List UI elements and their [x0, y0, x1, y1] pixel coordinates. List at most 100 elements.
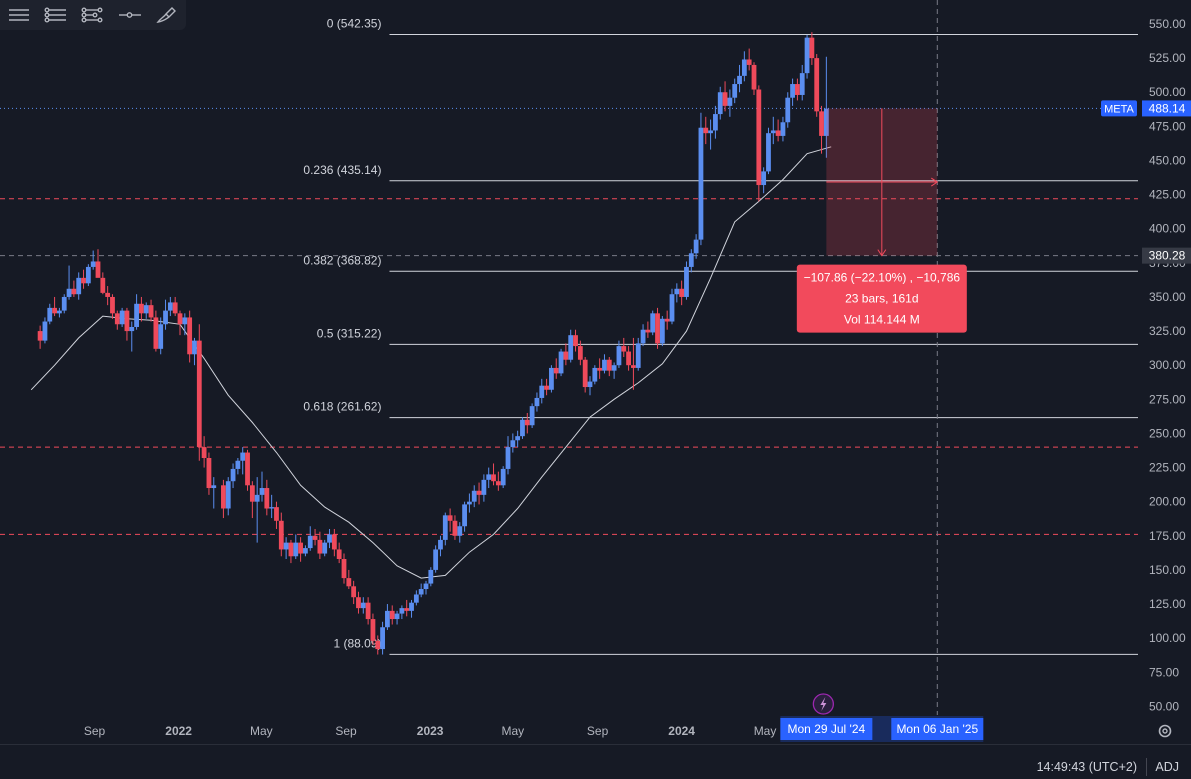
- candle-body: [230, 468, 236, 482]
- candle-body: [549, 367, 554, 390]
- candle-body: [785, 97, 791, 123]
- adjust-toggle[interactable]: ADJ: [1155, 760, 1179, 774]
- candle-body: [129, 326, 135, 332]
- candle-body: [52, 307, 57, 314]
- candle-body: [71, 288, 77, 295]
- candle-body: [327, 534, 332, 543]
- candle-body: [505, 447, 511, 469]
- candle-body: [148, 305, 154, 318]
- candle-body: [312, 535, 318, 540]
- candle-body: [597, 367, 603, 371]
- candle-body: [240, 452, 246, 461]
- candle-body: [727, 97, 733, 106]
- month-tick-label: May: [501, 724, 524, 738]
- multi-line-icon[interactable]: [37, 0, 74, 30]
- candle-body: [283, 542, 289, 550]
- candle-body: [254, 494, 260, 502]
- candle-body: [380, 627, 385, 650]
- price-tick-label: 275.00: [1149, 392, 1186, 406]
- last-price-badge: [1142, 100, 1191, 117]
- measurement-label-line: −107.86 (−22.10%) , −10,786: [804, 271, 961, 285]
- candle-body: [389, 610, 395, 620]
- candle-body: [110, 296, 115, 314]
- drawing-lines-icon[interactable]: [0, 0, 37, 30]
- fib-level-label: 0.236 (435.14): [303, 163, 381, 177]
- candle-body: [795, 84, 800, 95]
- candle-body: [307, 535, 313, 549]
- candle-body: [42, 321, 48, 341]
- candle-body: [573, 335, 578, 347]
- candle-body: [370, 619, 376, 641]
- candle-body: [66, 288, 72, 297]
- node-lines-icon[interactable]: [74, 0, 111, 30]
- candle-body: [433, 549, 439, 570]
- candle-body: [737, 75, 742, 85]
- lightning-icon: [812, 693, 835, 715]
- candle-body: [544, 385, 549, 390]
- candle-body: [192, 340, 197, 355]
- candle-body: [684, 266, 689, 297]
- gear-ring: [1158, 724, 1172, 738]
- candle-body: [679, 288, 685, 297]
- month-tick-label: Sep: [84, 724, 106, 738]
- candle-body: [766, 133, 771, 172]
- candle-body: [659, 318, 665, 344]
- candle-body: [278, 520, 284, 550]
- candle-body: [713, 114, 718, 131]
- candle-body: [819, 111, 824, 136]
- candle-body: [428, 569, 434, 584]
- clock-label[interactable]: 14:49:43 (UTC+2): [1036, 760, 1137, 774]
- price-tick-label: 350.00: [1149, 290, 1186, 304]
- candle-body: [153, 317, 159, 349]
- year-tick-label: 2024: [668, 724, 695, 738]
- candle-body: [471, 490, 477, 502]
- brush-icon[interactable]: [148, 0, 185, 30]
- candle-body: [274, 507, 279, 521]
- candle-body: [520, 419, 525, 437]
- candle-body: [259, 488, 265, 495]
- candle-body: [269, 507, 275, 509]
- settings-gear-icon[interactable]: [1158, 724, 1172, 738]
- candle-body: [524, 419, 530, 426]
- candle-body: [457, 526, 463, 536]
- candle-body: [187, 317, 193, 355]
- candle-body: [264, 488, 270, 509]
- price-tick-label: 175.00: [1149, 529, 1186, 543]
- candle-body: [182, 317, 188, 325]
- price-tick-label: 475.00: [1149, 119, 1186, 133]
- candle-body: [635, 343, 641, 368]
- candle-body: [298, 542, 303, 554]
- candle-body: [360, 602, 366, 609]
- candle-body: [510, 440, 516, 448]
- candle-body: [799, 73, 805, 95]
- candle-body: [703, 127, 709, 134]
- candle-body: [741, 59, 747, 76]
- candle-body: [356, 597, 361, 609]
- candle-body: [452, 520, 458, 536]
- candle-body: [563, 351, 569, 360]
- candle-body: [76, 277, 82, 295]
- candle-body: [602, 359, 607, 371]
- candle-body: [698, 127, 704, 240]
- candle-body: [235, 460, 241, 469]
- candle-body: [413, 594, 419, 603]
- measurement-label-line: Vol 114.144 M: [844, 313, 920, 327]
- month-tick-label: Sep: [587, 724, 609, 738]
- candle-body: [399, 608, 405, 614]
- candle-body: [631, 365, 636, 368]
- candle-body: [708, 130, 713, 134]
- gear-center: [1162, 728, 1168, 734]
- horizontal-ray-icon[interactable]: [111, 0, 148, 30]
- price-tick-label: 425.00: [1149, 188, 1186, 202]
- candle-body: [669, 294, 675, 322]
- date-badge: [891, 718, 984, 740]
- candle-body: [404, 608, 410, 611]
- candle-body: [331, 534, 337, 550]
- fib-level-label: 0.618 (261.62): [303, 400, 381, 414]
- candle-body: [249, 485, 255, 502]
- candle-body: [756, 89, 762, 186]
- lightning-bolt: [820, 697, 827, 711]
- time-axis: Sep 2022 May Sep 2023 May Sep 2024 May Mon 29 Jul…: [0, 693, 1138, 745]
- candle-body: [626, 351, 631, 366]
